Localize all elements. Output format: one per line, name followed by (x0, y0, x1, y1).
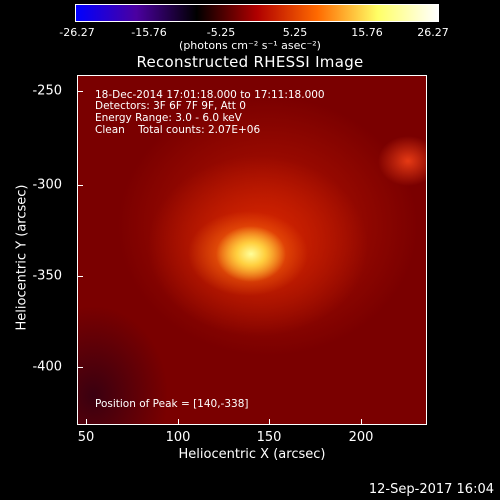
y-tick-mark (77, 367, 83, 368)
energy-range-label: Energy Range: 3.0 - 6.0 keV (95, 112, 242, 124)
emission-core (216, 226, 286, 282)
x-tick-mark (178, 419, 179, 425)
y-tick-label: -350 (32, 268, 62, 284)
peak-position-label: Position of Peak = [140,-338] (95, 398, 249, 410)
x-tick-label: 200 (348, 430, 374, 445)
x-tick-label: 150 (256, 430, 282, 445)
x-tick-mark (361, 419, 362, 425)
footer-timestamp: 12-Sep-2017 16:04 (368, 482, 494, 497)
y-tick-label: -400 (32, 359, 62, 375)
x-axis-label: Heliocentric X (arcsec) (178, 447, 326, 462)
y-tick-label: -300 (32, 177, 62, 193)
colorbar (75, 4, 439, 22)
colorbar-tick: -15.76 (131, 26, 167, 39)
rhessi-image (77, 75, 427, 425)
y-tick-label: -250 (32, 83, 62, 99)
colorbar-tick: 15.76 (351, 26, 383, 39)
y-tick-mark (77, 276, 83, 277)
colorbar-tick: 26.27 (417, 26, 449, 39)
image-title: Reconstructed RHESSI Image (136, 53, 364, 71)
detectors-label: Detectors: 3F 6F 7F 9F, Att 0 (95, 100, 246, 112)
y-axis-label: Heliocentric Y (arcsec) (14, 184, 30, 331)
y-tick-mark (77, 185, 83, 186)
method-label: Clean Total counts: 2.07E+06 (95, 124, 261, 136)
emission-secondary-source (378, 136, 426, 186)
x-tick-label: 50 (77, 430, 95, 445)
colorbar-units: (photons cm⁻² s⁻¹ asec⁻²) (179, 39, 321, 52)
colorbar-tick: 5.25 (282, 26, 308, 39)
time-range-label: 18-Dec-2014 17:01:18.000 to 17:11:18.000 (95, 89, 325, 101)
y-tick-mark (77, 91, 83, 92)
x-tick-mark (86, 419, 87, 425)
x-tick-label: 100 (165, 430, 191, 445)
colorbar-tick: -5.25 (206, 26, 236, 39)
colorbar-tick: -26.27 (59, 26, 95, 39)
x-tick-mark (269, 419, 270, 425)
